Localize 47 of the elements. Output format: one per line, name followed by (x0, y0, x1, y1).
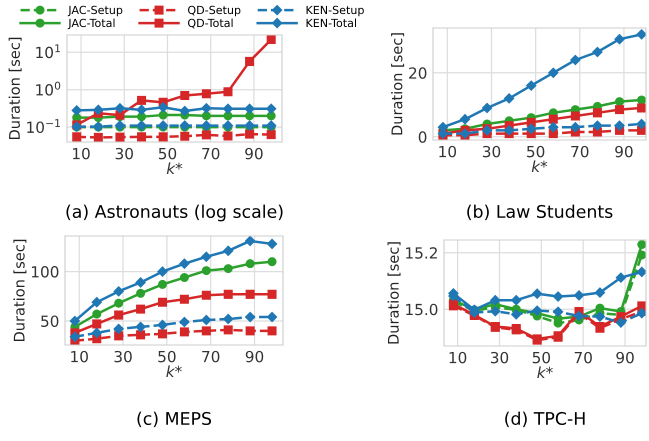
y-tick-label: 10$^{−1}$ (27, 119, 60, 134)
x-axis-title: k* (166, 162, 182, 174)
x-tick-label: 70 (202, 350, 220, 362)
x-tick-label: 10 (439, 146, 456, 158)
text: (d) TPC-H (505, 412, 585, 428)
y-axis-title: Duration [sec] (8, 38, 22, 140)
x-tick-label: 90 (246, 350, 264, 362)
x-tick-label: 70 (574, 352, 592, 364)
x-tick-label: 30 (114, 350, 132, 362)
x-axis-title: k* (532, 160, 548, 172)
y-tick-label: 20 (409, 67, 426, 79)
x-tick-label: 10 (73, 148, 90, 160)
text: (c) MEPS (137, 412, 212, 428)
x-tick-label: 90 (615, 146, 633, 158)
x-tick-label: 50 (158, 350, 176, 362)
y-axis-title: Duration [sec] (388, 242, 401, 344)
y-tick-label: 100 (32, 266, 58, 278)
text: (b) Law Students (467, 204, 612, 220)
y-tick-label: 15.0 (406, 304, 438, 316)
x-axis-title: k* (537, 366, 553, 378)
x-tick-label: 70 (202, 148, 220, 160)
x-tick-label: 50 (158, 148, 176, 160)
y-tick-label: 10$^{1}$ (36, 44, 60, 58)
x-tick-label: 70 (571, 146, 588, 158)
y-tick-label: 15.2 (406, 247, 437, 259)
legend-label: JAC-Setup (68, 6, 122, 16)
x-tick-label: 90 (616, 352, 634, 364)
x-axis-title: k* (166, 365, 182, 377)
legend-label: KEN-Total (306, 18, 356, 28)
legend-label: QD-Setup (188, 6, 240, 16)
x-tick-label: 30 (482, 146, 500, 158)
x-tick-label: 30 (490, 352, 508, 364)
x-tick-label: 30 (116, 148, 133, 160)
y-axis-title: Duration [sec] (13, 240, 26, 342)
x-tick-label: 50 (532, 352, 550, 364)
y-tick-label: 50 (41, 315, 58, 328)
y-tick-label: 0 (418, 131, 426, 143)
x-tick-label: 10 (71, 350, 88, 362)
x-tick-label: 50 (527, 146, 544, 158)
x-tick-label: 10 (450, 352, 466, 364)
y-axis-title: Duration [sec] (391, 33, 404, 135)
y-tick-label: 10$^{0}$ (36, 82, 60, 96)
legend-label: JAC-Total (68, 18, 114, 30)
legend-label: QD-Total (188, 18, 233, 28)
legend-label: KEN-Setup (306, 6, 364, 16)
x-tick-label: 90 (245, 148, 263, 160)
text: (a) Astronauts (log scale) (66, 204, 283, 222)
